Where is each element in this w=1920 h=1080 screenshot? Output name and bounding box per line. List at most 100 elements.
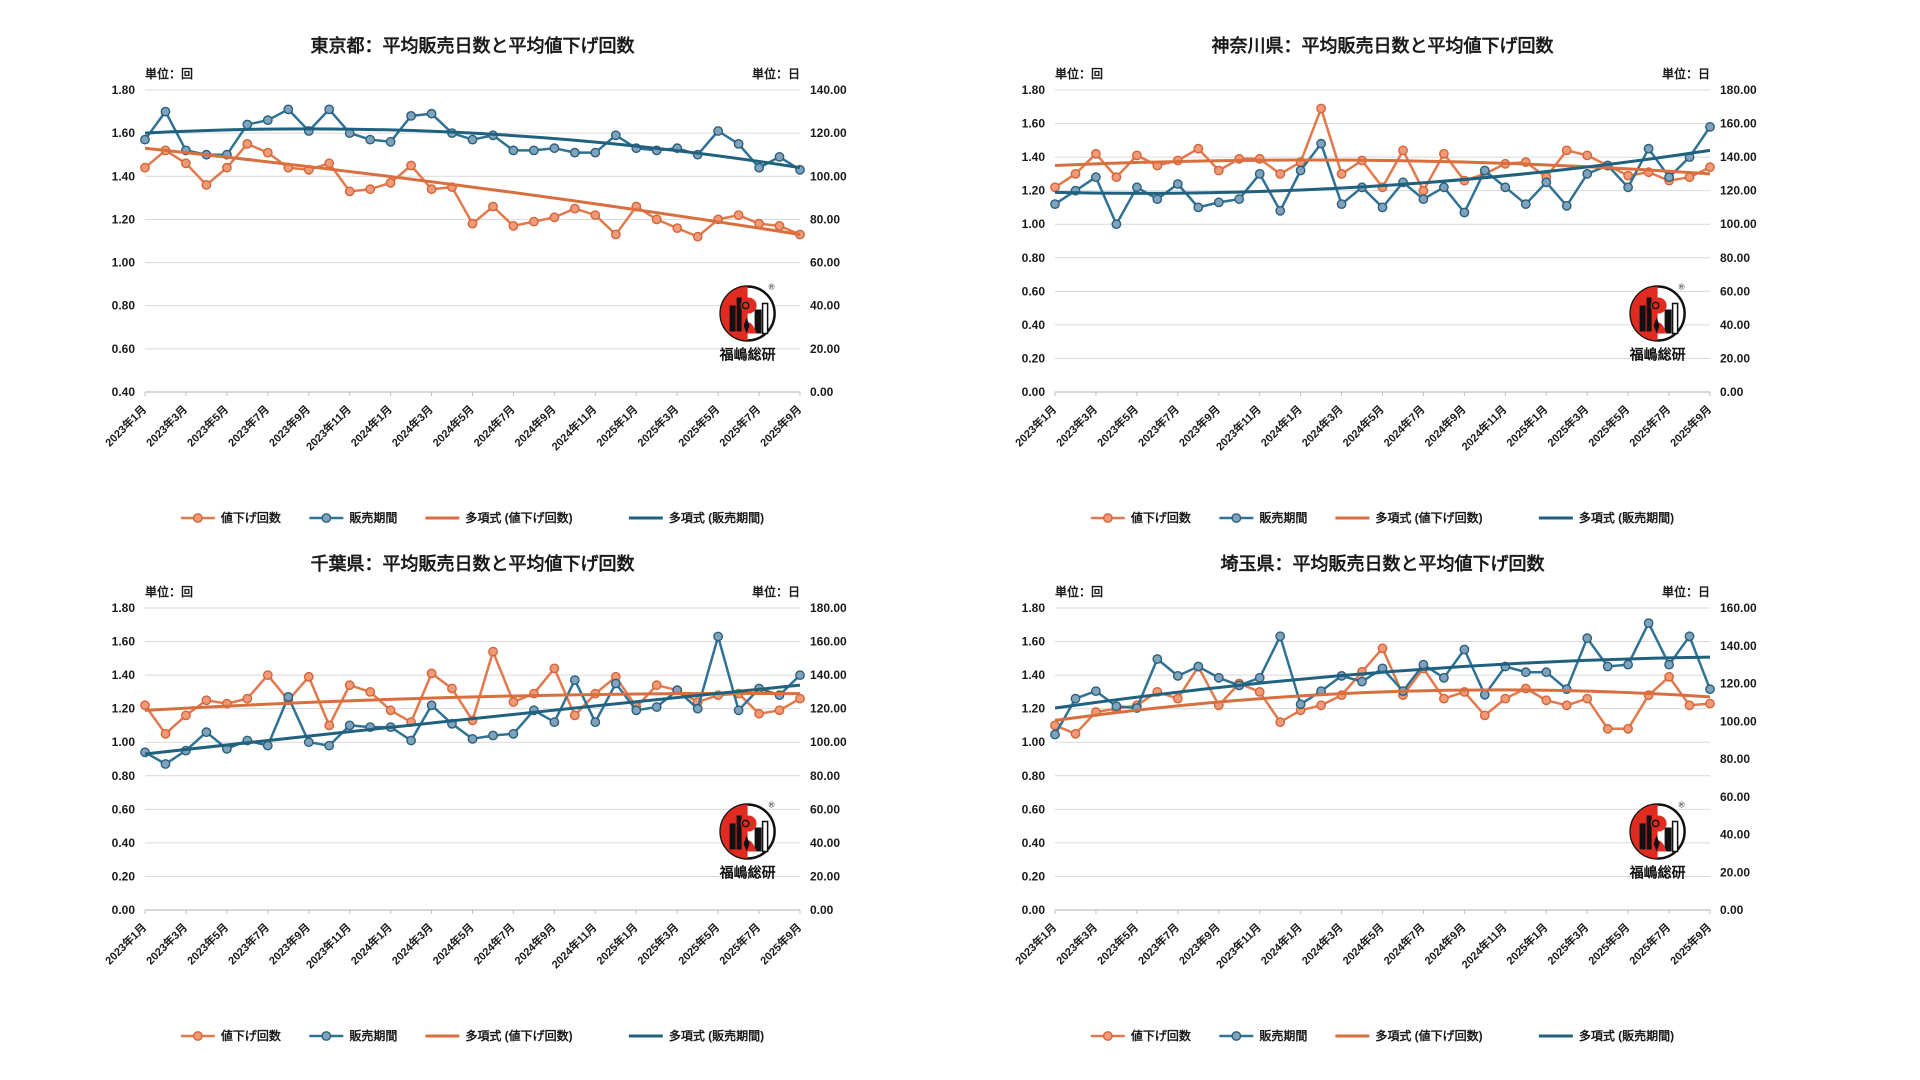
data-point-sales-period xyxy=(774,151,785,162)
left-axis-tick-label: 1.00 xyxy=(112,735,136,749)
data-point-sales-period xyxy=(1254,168,1265,179)
data-point-price-cut xyxy=(201,179,212,190)
right-axis-tick-label: 0.00 xyxy=(810,903,834,917)
x-axis-label: 2023年7月 xyxy=(225,920,272,967)
legend-sample-marker xyxy=(1102,513,1113,523)
chart-kanagawa: 神奈川県：平均販売日数と平均値下げ回数 単位：回 単位：日 1.80 1.60 1.40 1… xyxy=(955,20,1855,550)
right-axis-tick-label: 0.00 xyxy=(810,385,834,399)
data-point-sales-period xyxy=(426,108,437,119)
data-point-sales-period xyxy=(1275,205,1286,216)
data-point-sales-period xyxy=(610,678,621,689)
data-point-sales-period xyxy=(692,703,703,714)
data-point-sales-period xyxy=(1623,182,1633,193)
logo-building-left2 xyxy=(1646,815,1652,850)
x-axis-label: 2023年5月 xyxy=(1094,402,1141,449)
data-point-price-cut xyxy=(1438,148,1449,159)
logo-building-left xyxy=(1639,823,1646,850)
data-point-sales-period xyxy=(1193,202,1204,213)
data-point-sales-period xyxy=(283,104,294,115)
left-axis-tick-label: 0.20 xyxy=(1022,351,1046,365)
right-axis-tick-label: 160.00 xyxy=(1720,601,1757,615)
data-point-sales-period xyxy=(610,130,621,141)
data-point-sales-period xyxy=(1561,200,1572,211)
data-point-price-cut xyxy=(774,220,785,231)
data-point-sales-period xyxy=(1090,172,1101,183)
data-point-price-cut xyxy=(1316,700,1326,711)
data-point-sales-period xyxy=(549,143,560,154)
data-point-price-cut xyxy=(1541,695,1552,706)
x-axis-label: 2025年5月 xyxy=(675,920,722,967)
data-point-sales-period xyxy=(590,147,601,158)
right-axis-tick-label: 40.00 xyxy=(1720,828,1750,842)
data-point-price-cut xyxy=(303,671,314,682)
left-axis-tick-label: 0.80 xyxy=(112,299,136,313)
logo-building-right xyxy=(754,309,762,334)
data-point-sales-period xyxy=(795,670,805,681)
x-axis-label: 2025年1月 xyxy=(1503,402,1550,449)
x-axis-labels: 2023年1月2023年3月2023年5月2023年7月2023年9月2023年… xyxy=(1012,392,1714,453)
x-axis-label: 2025年3月 xyxy=(1544,920,1591,967)
x-axis-label: 2025年5月 xyxy=(1585,920,1632,967)
x-axis-label: 2023年3月 xyxy=(1053,402,1100,449)
logo-registered-mark: ® xyxy=(1679,282,1685,291)
data-point-sales-period xyxy=(1602,661,1613,672)
data-point-price-cut xyxy=(1479,710,1490,721)
data-point-sales-period xyxy=(1664,172,1674,183)
right-axis-tick-label: 40.00 xyxy=(810,836,840,850)
logo-glasses xyxy=(1651,819,1660,828)
right-axis-tick-label: 100.00 xyxy=(1720,714,1757,728)
left-axis-tick-label: 1.80 xyxy=(112,601,136,615)
data-point-price-cut xyxy=(242,139,253,149)
right-axis-tick-label: 80.00 xyxy=(1720,752,1750,766)
x-axis-label: 2023年3月 xyxy=(1053,920,1100,967)
data-point-sales-period xyxy=(406,735,416,746)
data-point-price-cut xyxy=(262,670,273,681)
trend-price-cut xyxy=(1054,688,1711,722)
logo-tie xyxy=(1653,835,1660,852)
right-axis-tick-label: 20.00 xyxy=(1720,865,1750,879)
data-point-sales-period xyxy=(488,730,498,741)
x-axis-label: 2024年7月 xyxy=(470,920,517,967)
data-point-sales-period xyxy=(1050,199,1060,210)
data-point-sales-period xyxy=(140,134,150,145)
trend-sales-period xyxy=(144,683,801,756)
data-point-price-cut xyxy=(528,216,539,227)
data-point-sales-period xyxy=(1172,670,1183,681)
chart-saitama: 埼玉県：平均販売日数と平均値下げ回数 単位：回 単位：日 1.80 1.60 1.40 1.… xyxy=(955,538,1855,1068)
chart-chiba: 千葉県：平均販売日数と平均値下げ回数 単位：回 単位：日 1.80 1.60 1.40 1.… xyxy=(45,538,945,1068)
data-point-sales-period xyxy=(283,691,294,702)
left-axis-tick-label: 1.80 xyxy=(112,83,136,97)
x-axis-label: 2025年7月 xyxy=(716,402,763,449)
legend-label: 多項式 (値下げ回数) xyxy=(465,1028,572,1043)
logo-building-right2 xyxy=(1671,820,1679,853)
data-point-price-cut xyxy=(1602,723,1613,734)
x-axis-label: 2024年1月 xyxy=(348,402,395,449)
data-point-price-cut xyxy=(1705,162,1715,173)
data-point-sales-period xyxy=(1336,199,1347,210)
data-point-sales-period xyxy=(1459,207,1470,218)
data-point-price-cut xyxy=(795,693,805,704)
x-axis-label: 2023年1月 xyxy=(102,402,149,449)
data-point-price-cut xyxy=(242,693,253,704)
logo-building-left xyxy=(729,823,736,850)
data-point-price-cut xyxy=(324,720,335,731)
data-point-sales-period xyxy=(1172,179,1183,189)
logo-building-left2 xyxy=(736,297,742,332)
data-point-price-cut xyxy=(1193,143,1204,154)
data-point-price-cut xyxy=(1111,172,1122,183)
right-axis-tick-label: 0.00 xyxy=(1720,903,1744,917)
data-point-sales-period xyxy=(1193,661,1204,672)
right-axis-tick-label: 80.00 xyxy=(810,212,840,226)
x-axis-label: 2024年5月 xyxy=(1340,402,1387,449)
x-axis-label: 2025年9月 xyxy=(1667,402,1714,449)
x-axis-label: 2024年3月 xyxy=(389,402,436,449)
logo-building-left2 xyxy=(736,815,742,850)
x-axis-label: 2024年5月 xyxy=(1340,920,1387,967)
data-point-price-cut xyxy=(1090,148,1101,159)
data-point-sales-period xyxy=(1070,693,1081,704)
legend: 値下げ回数 販売期間 多項式 (値下げ回数) 多項式 (販売期間) xyxy=(1090,510,1674,525)
data-point-sales-period xyxy=(324,740,335,751)
x-axis-label: 2025年7月 xyxy=(716,920,763,967)
data-point-price-cut xyxy=(1070,728,1081,739)
